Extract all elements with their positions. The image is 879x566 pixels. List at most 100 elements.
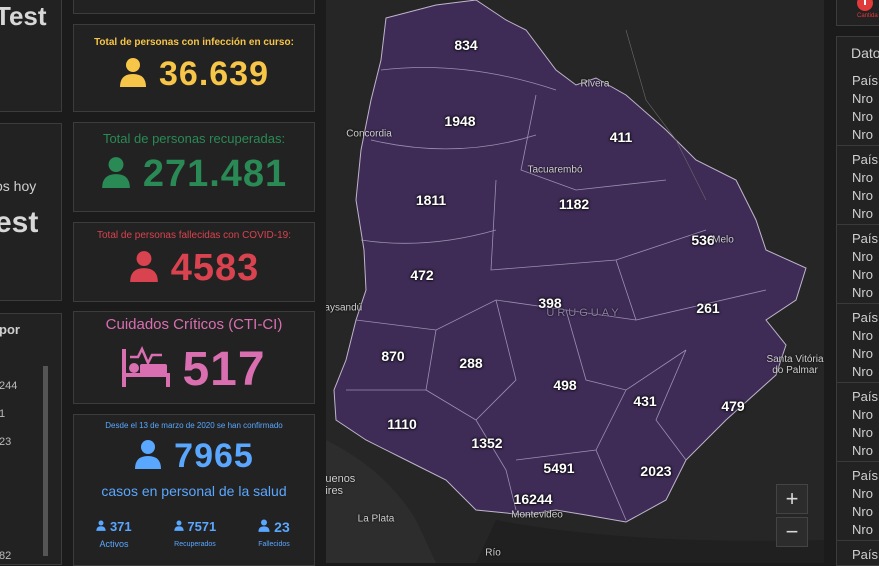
critical-care-card: Cuidados Críticos (CTI-CI) 517 [73, 311, 315, 404]
city-tacuarembo: Tacuarembó [527, 164, 583, 176]
row-number-label: Nro [852, 206, 873, 221]
map-view[interactable]: 834 1948 411 1811 1182 536 472 398 261 8… [326, 0, 824, 563]
dept-value-durazno[interactable]: 398 [538, 295, 562, 311]
row-number-label: Nro [852, 407, 873, 422]
health-recovered-value: 7571 [187, 519, 217, 534]
health-staff-value: 7965 [174, 437, 254, 475]
dept-value-artigas[interactable]: 834 [454, 37, 478, 53]
zoom-in-button[interactable]: + [776, 484, 808, 514]
city-rio: Río [485, 547, 501, 559]
list-scrollbar[interactable] [43, 366, 48, 556]
list-value: 1 [0, 408, 6, 420]
dept-value-florida[interactable]: 498 [553, 377, 577, 393]
health-recovered-label: Recuperados [174, 541, 216, 548]
dept-value-paysandu[interactable]: 1811 [415, 192, 447, 208]
row-separator [836, 540, 879, 541]
row-number-label: Nro [852, 443, 873, 458]
right-top-panel: Cantida [836, 0, 879, 26]
row-number-label: Nro [852, 328, 873, 343]
active-cases-card: Total de personas con infección en curso… [73, 24, 315, 112]
person-icon [258, 519, 274, 535]
health-active-value: 371 [109, 519, 132, 534]
top-partial-panel [73, 0, 315, 14]
person-icon [134, 439, 162, 474]
health-staff-card: Desde el 13 de marzo de 2020 se han conf… [73, 414, 315, 566]
city-melo: Melo [712, 234, 734, 246]
dept-value-canelones[interactable]: 5491 [543, 460, 575, 476]
dept-value-rivera[interactable]: 411 [609, 129, 633, 145]
row-country-label: País [852, 73, 879, 88]
row-number-label: Nro [852, 364, 873, 379]
left-panel-top: Test [0, 0, 62, 112]
deceased-value: 4583 [170, 247, 260, 289]
row-separator [836, 145, 879, 146]
city-rivera: Rivera [580, 78, 610, 90]
dept-value-rocha[interactable]: 479 [721, 398, 745, 414]
row-number-label: Nro [852, 285, 873, 300]
alert-icon [857, 0, 873, 16]
health-recovered: 7571 Recuperados [162, 519, 228, 548]
health-active: 371 Activos [84, 519, 144, 549]
uruguay-map[interactable] [326, 0, 824, 563]
city-santa-vitoria: Santa Vitória do Palmar [766, 354, 824, 376]
recovered-value: 271.481 [142, 153, 288, 195]
dept-value-lavalleja[interactable]: 431 [633, 393, 657, 409]
dept-value-montevideo[interactable]: 16244 [513, 491, 553, 507]
row-number-label: Nro [852, 91, 873, 106]
dept-value-tacuarembo[interactable]: 1182 [558, 196, 590, 212]
hospital-bed-icon [122, 345, 171, 394]
person-icon [119, 57, 147, 92]
health-staff-note: Desde el 13 de marzo de 2020 se han conf… [105, 421, 283, 430]
city-buenos-aires: Buenos Aires [326, 473, 356, 497]
left-list-title: por [0, 322, 20, 337]
row-number-label: Nro [852, 346, 873, 361]
deceased-card: Total de personas fallecidas con COVID-1… [73, 222, 315, 302]
row-number-label: Nro [852, 127, 873, 142]
dept-value-san-jose[interactable]: 1352 [471, 435, 503, 451]
right-data-panel: Dato [836, 36, 879, 566]
left-panel-mid: os hoy est [0, 123, 62, 301]
row-country-label: País [852, 152, 879, 167]
dept-value-colonia[interactable]: 1110 [387, 416, 417, 432]
row-separator [836, 461, 879, 462]
dept-value-cerro-largo[interactable]: 536 [691, 232, 715, 248]
row-number-label: Nro [852, 425, 873, 440]
row-country-label: País [852, 231, 879, 246]
row-number-label: Nro [852, 522, 873, 537]
city-paysandu: Paysandú [326, 302, 363, 314]
person-icon [101, 156, 131, 193]
person-icon [129, 250, 159, 287]
row-separator [836, 382, 879, 383]
dept-value-flores[interactable]: 288 [459, 355, 483, 371]
right-top-caption: Cantida [857, 13, 878, 19]
person-icon [96, 519, 110, 534]
left-subtitle-fragment: os hoy [0, 178, 37, 194]
left-title-fragment-2: est [0, 206, 39, 239]
left-panel-list: por 244 1 23 82 [0, 313, 62, 565]
dept-value-treinta-y-tres[interactable]: 261 [696, 300, 720, 316]
row-number-label: Nro [852, 170, 873, 185]
active-cases-value: 36.639 [159, 55, 269, 93]
list-value: 82 [0, 550, 12, 562]
zoom-out-button[interactable]: − [776, 517, 808, 547]
row-separator [836, 224, 879, 225]
row-number-label: Nro [852, 249, 873, 264]
dept-value-salto[interactable]: 1948 [444, 113, 476, 129]
dept-value-rio-negro[interactable]: 472 [410, 267, 434, 283]
row-number-label: Nro [852, 109, 873, 124]
dept-value-maldonado[interactable]: 2023 [640, 463, 672, 479]
health-deceased-value: 23 [274, 519, 290, 535]
row-country-label: País [852, 389, 879, 404]
row-number-label: Nro [852, 486, 873, 501]
dept-value-soriano[interactable]: 870 [381, 348, 405, 364]
critical-care-value: 517 [182, 343, 266, 396]
active-cases-label: Total de personas con infección en curso… [94, 37, 294, 48]
row-country-label: País [852, 468, 879, 483]
city-montevideo: Montevideo [511, 509, 563, 521]
person-icon [174, 519, 188, 534]
row-country-label: País [852, 547, 879, 562]
deceased-label: Total de personas fallecidas con COVID-1… [97, 230, 291, 241]
row-number-label: Nro [852, 504, 873, 519]
row-number-label: Nro [852, 188, 873, 203]
recovered-card: Total de personas recuperadas: 271.481 [73, 122, 315, 212]
